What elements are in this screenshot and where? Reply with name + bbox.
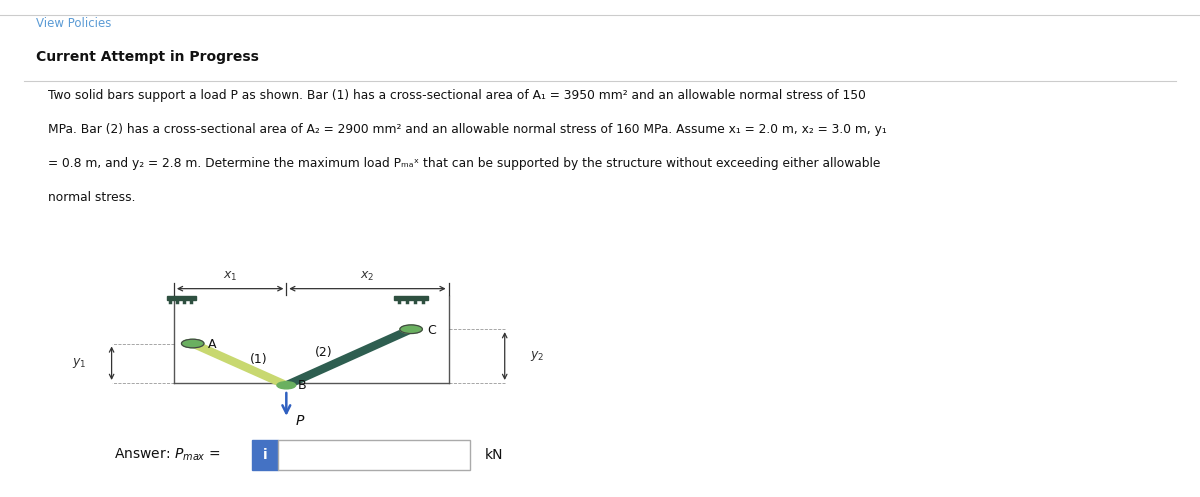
Text: MPa. Bar (2) has a cross-sectional area of A₂ = 2900 mm² and an allowable normal: MPa. Bar (2) has a cross-sectional area …: [48, 123, 887, 136]
Text: $y_1$: $y_1$: [72, 356, 86, 370]
Text: normal stress.: normal stress.: [48, 191, 136, 204]
Text: = 0.8 m, and y₂ = 2.8 m. Determine the maximum load Pₘₐˣ that can be supported b: = 0.8 m, and y₂ = 2.8 m. Determine the m…: [48, 157, 881, 170]
Text: i: i: [263, 448, 268, 462]
Bar: [278, 440, 470, 470]
Text: Current Attempt in Progress: Current Attempt in Progress: [36, 50, 259, 64]
Text: View Policies: View Policies: [36, 17, 112, 30]
Bar: [394, 296, 428, 300]
Text: Answer: $P_{max}$ =: Answer: $P_{max}$ =: [114, 447, 221, 463]
Bar: [167, 296, 196, 300]
Text: Two solid bars support a load P as shown. Bar (1) has a cross-sectional area of : Two solid bars support a load P as shown…: [48, 89, 866, 102]
Text: (2): (2): [314, 346, 332, 359]
Circle shape: [277, 382, 295, 389]
Text: C: C: [427, 324, 436, 337]
Text: $y_2$: $y_2$: [529, 349, 544, 363]
Bar: [252, 440, 278, 470]
Text: $x_1$: $x_1$: [223, 269, 238, 283]
Text: B: B: [298, 379, 306, 392]
Text: A: A: [209, 338, 217, 351]
Text: kN: kN: [485, 448, 503, 462]
Text: P: P: [295, 414, 304, 428]
Circle shape: [400, 325, 422, 333]
Text: (1): (1): [250, 353, 268, 366]
Text: $x_2$: $x_2$: [360, 269, 374, 283]
Circle shape: [181, 339, 204, 348]
